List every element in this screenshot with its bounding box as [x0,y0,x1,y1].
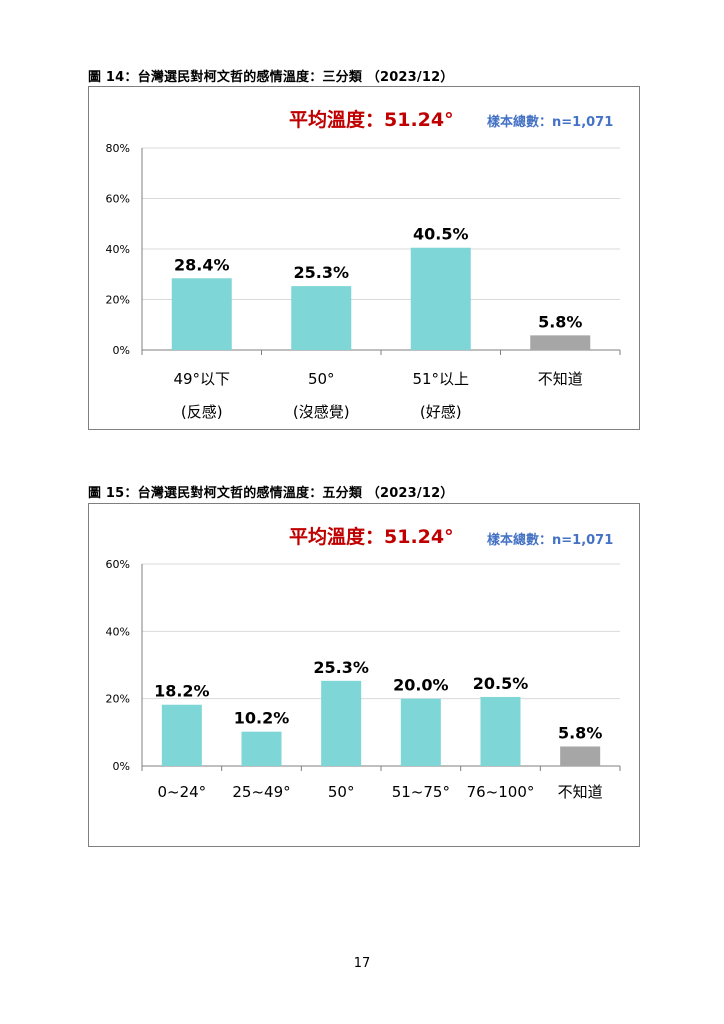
y-tick-label: 0% [113,344,130,357]
figure-14-average-title: 平均溫度：51.24° [289,109,454,131]
y-tick-label: 60% [106,558,130,571]
bar-5 [480,696,521,766]
category-label: 0~24° [157,783,206,801]
data-label: 10.2% [234,709,290,728]
figure-14-sample-note: 樣本總數：n=1,071 [487,115,614,130]
figure-15-sample-note: 樣本總數：n=1,071 [487,533,614,548]
category-label: 50° [308,370,335,388]
category-sublabel: (反感) [181,403,223,421]
category-label: 不知道 [538,370,583,388]
bar-6 [560,746,601,766]
y-tick-label: 20% [106,294,130,307]
bar-2 [291,286,352,350]
page-number: 17 [353,956,371,971]
data-label: 18.2% [154,682,210,701]
category-label: 76~100° [467,783,535,801]
category-label: 51°以上 [412,370,469,388]
bar-1 [171,278,232,350]
y-tick-label: 80% [106,142,130,155]
data-label: 25.3% [313,658,369,677]
bar-4 [530,335,591,350]
data-label: 40.5% [413,225,469,244]
category-label: 25~49° [232,783,290,801]
data-label: 28.4% [174,255,230,274]
bar-3 [410,247,471,350]
bar-2 [241,731,282,766]
figure-15-caption: 圖 15：台灣選民對柯文哲的感情溫度：五分類 （2023/12） [88,486,454,501]
figure-14-caption: 圖 14：台灣選民對柯文哲的感情溫度：三分類 （2023/12） [88,70,454,85]
y-tick-label: 40% [106,243,130,256]
figure-15-average-title: 平均溫度：51.24° [289,526,454,548]
data-label: 5.8% [558,723,602,742]
y-tick-label: 20% [106,693,130,706]
category-label: 51~75° [392,783,450,801]
category-label: 49°以下 [173,370,230,388]
bar-1 [161,704,202,766]
y-tick-label: 60% [106,193,130,206]
bar-4 [400,698,441,766]
category-sublabel: (沒感覺) [293,403,350,421]
data-label: 20.0% [393,676,449,695]
data-label: 5.8% [538,312,582,331]
data-label: 20.5% [473,674,529,693]
figure-15-bar-chart: 0% 20% 40% 60% 18.2% 0~24° 10.2% 25~49° 25.3% 50°… [106,558,621,801]
y-tick-label: 40% [106,625,130,638]
category-label: 不知道 [558,783,603,801]
figure-14-frame: 平均溫度：51.24° 樣本總數：n=1,071 0% 20% 40% 60% 80% 2… [88,86,640,430]
figure-14-bar-chart: 0% 20% 40% 60% 80% 28.4% 49°以下 (反感) 25.3% 50° (沒感覺… [106,142,621,421]
category-label: 50° [328,783,355,801]
category-sublabel: (好感) [420,403,462,421]
data-label: 25.3% [293,263,349,282]
figure-15-frame: 平均溫度：51.24° 樣本總數：n=1,071 0% 20% 40% 60% 18.2… [88,503,640,847]
bar-3 [321,680,362,766]
y-tick-label: 0% [113,760,130,773]
